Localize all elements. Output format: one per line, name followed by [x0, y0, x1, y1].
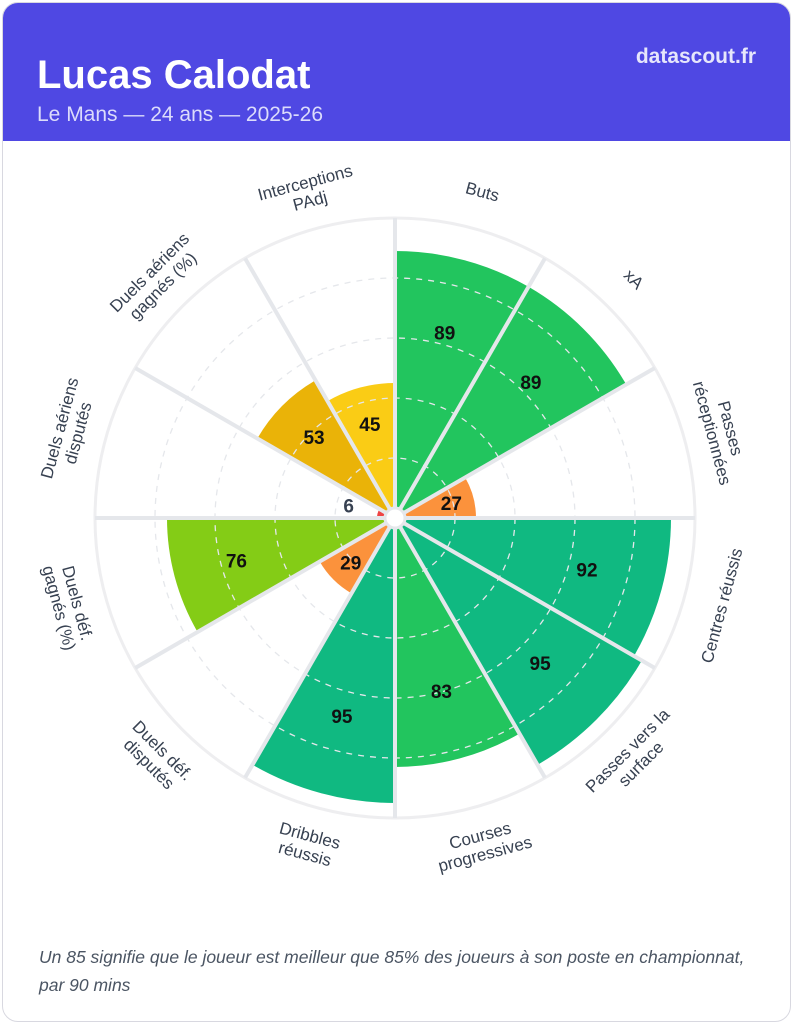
category-label-line: Buts — [463, 178, 501, 205]
player-name: Lucas Calodat — [37, 53, 311, 97]
header: Lucas Calodat Le Mans — 24 ans — 2025-26… — [3, 3, 790, 141]
value-label-4: 95 — [530, 654, 552, 675]
category-label-line: Centres réussis — [698, 546, 747, 665]
slice-10[interactable] — [257, 380, 395, 518]
value-label-7: 29 — [340, 553, 361, 574]
separator — [134, 366, 397, 520]
separator — [393, 516, 656, 670]
separator — [393, 257, 547, 520]
value-label-8: 76 — [226, 551, 247, 572]
value-label-5: 83 — [431, 682, 452, 703]
slice-1[interactable] — [395, 286, 627, 518]
value-label-9: 6 — [343, 497, 354, 518]
value-label-6: 95 — [331, 707, 353, 728]
slice-0[interactable] — [395, 251, 529, 518]
category-label-3: Centres réussis — [698, 546, 747, 665]
category-label-0: Buts — [463, 178, 501, 205]
value-label-1: 89 — [520, 373, 541, 394]
category-label-1: xA — [620, 266, 648, 294]
separator — [243, 516, 397, 779]
category-label-8: Duels déf.gagnés (%) — [38, 564, 96, 653]
slice-3[interactable] — [395, 518, 671, 656]
slice-6[interactable] — [252, 518, 396, 804]
slice-5[interactable] — [395, 518, 520, 767]
slice-7[interactable] — [319, 518, 395, 594]
value-label-11: 45 — [359, 415, 381, 436]
value-label-10: 53 — [303, 428, 324, 449]
value-label-2: 27 — [441, 494, 462, 515]
separator — [243, 257, 397, 520]
slice-11[interactable] — [327, 383, 396, 518]
brand-link[interactable]: datascout.fr — [635, 45, 756, 68]
player-subtitle: Le Mans — 24 ans — 2025-26 — [37, 103, 324, 126]
separator — [393, 366, 656, 520]
value-label-3: 92 — [576, 560, 597, 581]
separator — [134, 516, 397, 670]
value-label-0: 89 — [434, 323, 455, 344]
category-label-line: xA — [620, 266, 648, 294]
slice-8[interactable] — [167, 518, 395, 632]
center-hole — [383, 506, 407, 530]
footer-note: Un 85 signifie que le joueur est meilleu… — [39, 947, 745, 995]
slice-4[interactable] — [395, 518, 642, 765]
separator — [393, 516, 547, 779]
